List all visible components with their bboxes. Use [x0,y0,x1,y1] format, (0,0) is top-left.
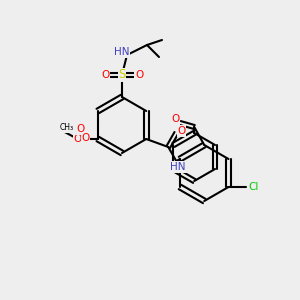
Text: CH₃: CH₃ [60,124,74,133]
Text: Cl: Cl [248,182,259,192]
Text: S: S [118,68,126,82]
Text: O: O [101,70,109,80]
Text: HN: HN [170,162,186,172]
Text: O: O [135,70,143,80]
Text: O: O [177,126,185,136]
Text: O: O [82,133,90,143]
Text: O: O [74,134,82,144]
Text: HN: HN [114,47,130,57]
Text: O: O [171,114,179,124]
Text: O: O [76,124,85,134]
